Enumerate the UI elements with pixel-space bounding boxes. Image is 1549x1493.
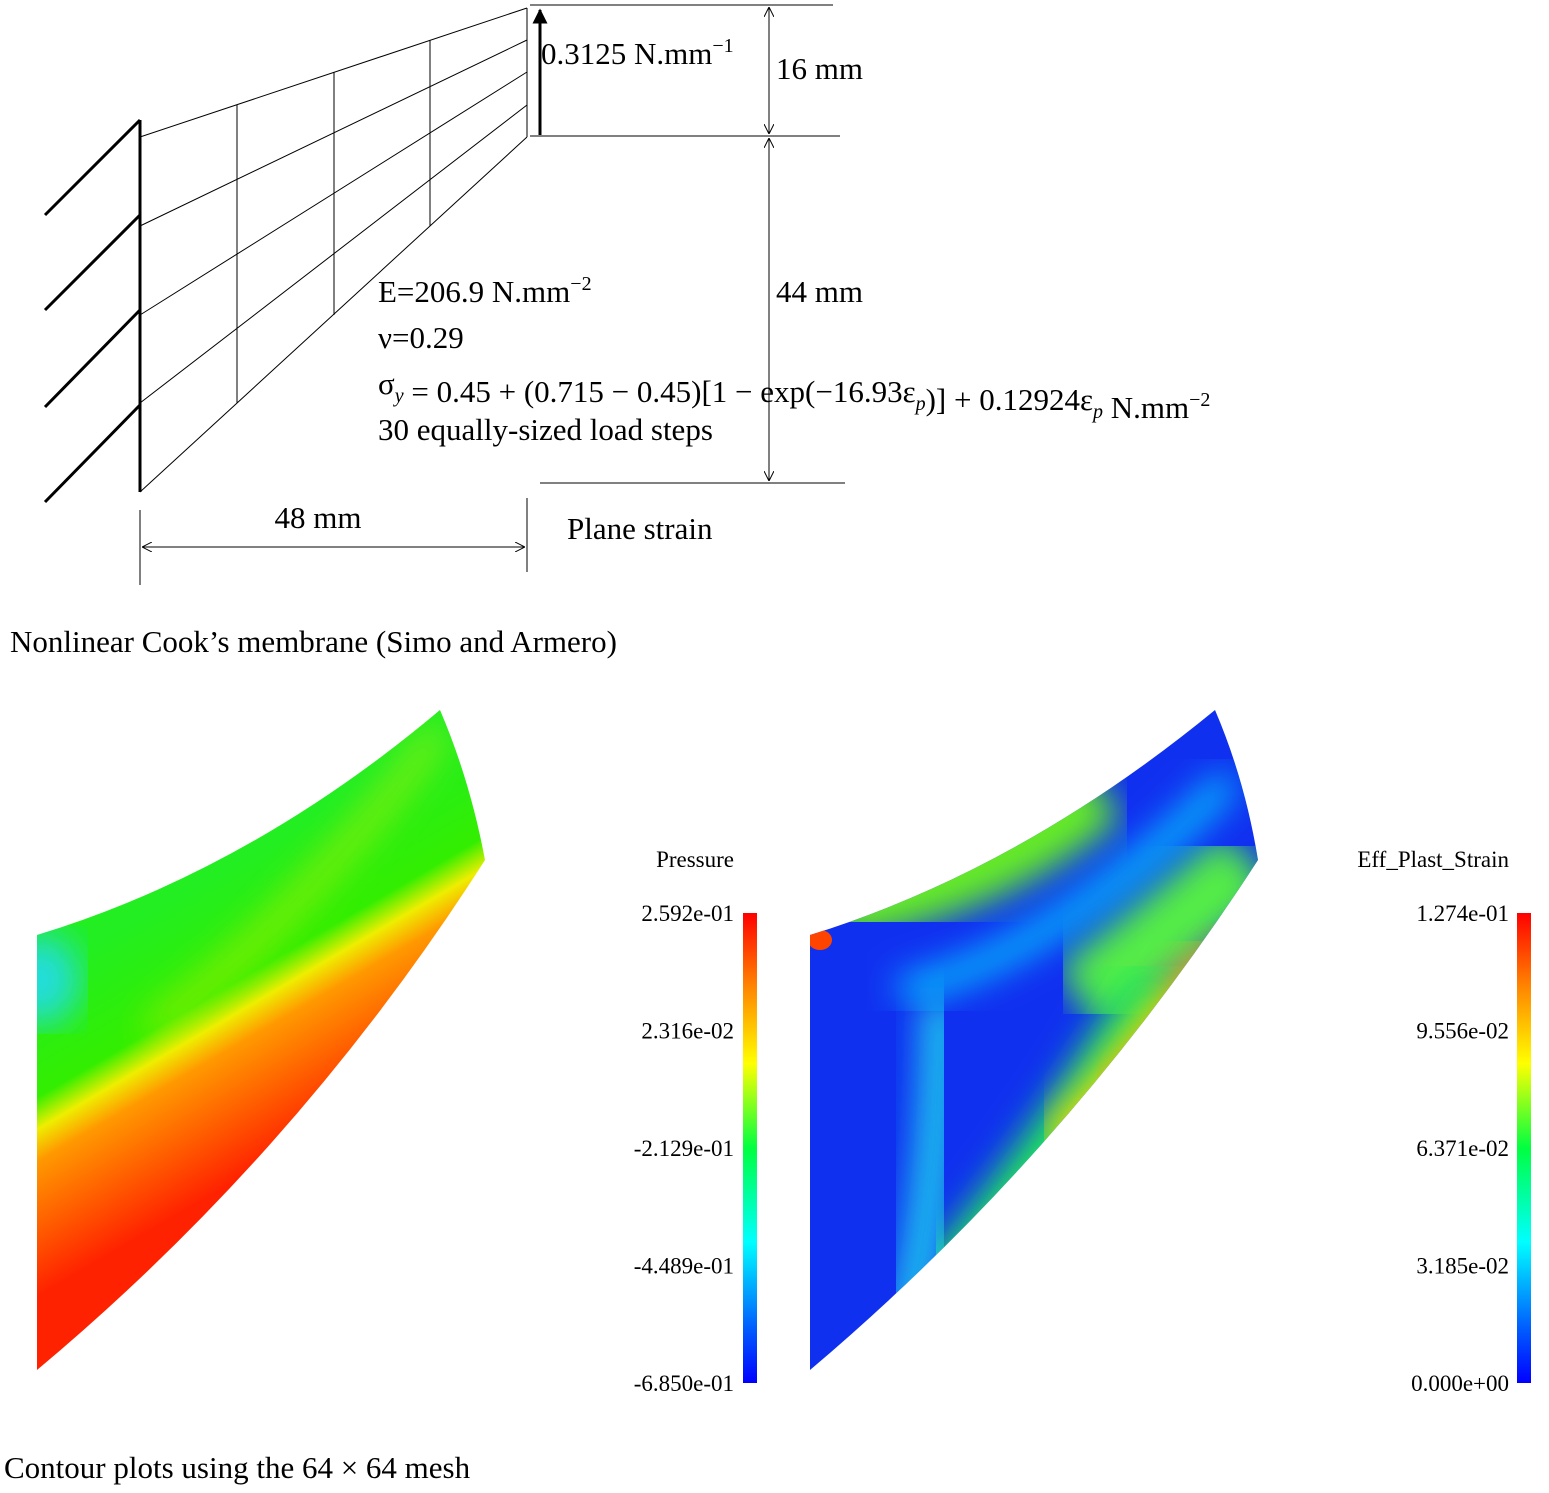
mesh bbox=[139, 7, 528, 493]
colorbar-tick-label: 9.556e-02 bbox=[1416, 1018, 1509, 1043]
text-run: = 0.45 + (0.715 − 0.45)[1 − exp(−16.93ε bbox=[404, 374, 916, 409]
plane-strain: Plane strain bbox=[567, 511, 713, 546]
dimension-label: 44 mm bbox=[776, 274, 863, 309]
text-run: σ bbox=[378, 366, 395, 401]
colorbar-tick-label: 6.371e-02 bbox=[1416, 1136, 1509, 1161]
pressure-contour bbox=[37, 710, 485, 1370]
property: 30 equally-sized load steps bbox=[378, 412, 713, 447]
dimension-lines bbox=[139, 4, 845, 585]
caption: Contour plots using the 64 × 64 mesh bbox=[4, 1450, 471, 1485]
colorbar bbox=[743, 913, 757, 1383]
colorbar-title: Eff_Plast_Strain bbox=[1357, 847, 1509, 872]
subscript: p bbox=[914, 393, 926, 415]
colorbar-tick-label: -2.129e-01 bbox=[634, 1136, 734, 1161]
text-run: E=206.9 N.mm bbox=[378, 274, 570, 309]
text-run: 0.3125 N.mm bbox=[541, 36, 712, 71]
caption: Nonlinear Cook’s membrane (Simo and Arme… bbox=[10, 624, 617, 659]
load-label: 0.3125 N.mm−1 bbox=[541, 35, 734, 71]
text-run: )] + 0.12924ε bbox=[926, 382, 1093, 417]
subscript: y bbox=[393, 385, 404, 407]
colorbar-tick-label: -4.489e-01 bbox=[634, 1253, 734, 1278]
colorbar-tick-label: -6.850e-01 bbox=[634, 1371, 734, 1396]
colorbar-tick-label: 3.185e-02 bbox=[1416, 1254, 1509, 1279]
colorbar-tick-label: 0.000e+00 bbox=[1411, 1371, 1509, 1396]
text-run: N.mm bbox=[1103, 390, 1189, 425]
colorbar-tick-label: 2.316e-02 bbox=[641, 1018, 734, 1043]
superscript: −2 bbox=[1189, 389, 1210, 411]
colorbar bbox=[1517, 913, 1531, 1383]
dimension-label: 16 mm bbox=[776, 51, 863, 86]
subscript: p bbox=[1091, 401, 1103, 423]
support bbox=[43, 118, 142, 504]
strain-contour bbox=[810, 710, 1258, 1370]
colorbar-title: Pressure bbox=[656, 847, 734, 872]
text-run: ν=0.29 bbox=[378, 320, 464, 355]
colorbar-tick-label: 2.592e-01 bbox=[641, 901, 734, 926]
property: E=206.9 N.mm−2 bbox=[378, 273, 592, 309]
property: σy = 0.45 + (0.715 − 0.45)[1 − exp(−16.9… bbox=[378, 366, 1210, 425]
property: ν=0.29 bbox=[378, 320, 464, 355]
dimension-label: 48 mm bbox=[275, 500, 362, 535]
text-run: 30 equally-sized load steps bbox=[378, 412, 713, 447]
superscript: −1 bbox=[712, 35, 733, 57]
superscript: −2 bbox=[570, 273, 591, 295]
colorbar-tick-label: 1.274e-01 bbox=[1416, 901, 1509, 926]
